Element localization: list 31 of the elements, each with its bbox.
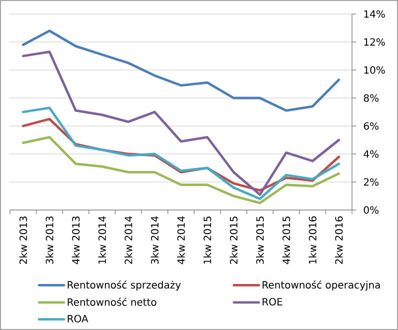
legend-label: Rentowność sprzedaży bbox=[68, 280, 181, 291]
x-tick-label: 4kw 2013 bbox=[72, 216, 80, 264]
legend-label: Rentowność netto bbox=[68, 298, 156, 306]
x-tick-label: 3kw 2013 bbox=[46, 216, 54, 264]
x-tick-label: 2kw 2015 bbox=[230, 216, 238, 264]
y-tick-label: 6% bbox=[364, 122, 379, 130]
y-tick-label: 2% bbox=[364, 178, 379, 186]
x-tick-label: 2kw 2016 bbox=[334, 216, 343, 264]
y-tick-label: 14% bbox=[364, 10, 385, 18]
line-series bbox=[22, 30, 340, 112]
y-tick-label: 8% bbox=[364, 94, 379, 102]
x-tick-label: 1kw 2015 bbox=[203, 216, 212, 264]
x-tick-label: 1kw 2016 bbox=[308, 216, 316, 264]
y-tick-label: 12% bbox=[364, 38, 385, 46]
legend-label: ROE bbox=[262, 298, 282, 306]
legend-label: ROA bbox=[68, 314, 88, 322]
x-tick-label: 1kw 2014 bbox=[98, 216, 106, 264]
y-tick-label: 4% bbox=[364, 150, 379, 158]
line-series bbox=[22, 118, 340, 192]
line-series bbox=[22, 106, 340, 200]
x-tick-label: 2kw 2013 bbox=[19, 216, 28, 264]
x-tick-label: 4kw 2015 bbox=[282, 216, 290, 264]
line-series bbox=[22, 50, 340, 196]
x-tick-label: 4kw 2014 bbox=[177, 216, 185, 264]
y-tick-label: 0% bbox=[364, 206, 379, 214]
x-tick-label: 2kw 2014 bbox=[124, 216, 132, 264]
x-tick-label: 3kw 2015 bbox=[256, 216, 264, 264]
y-tick-label: 10% bbox=[364, 66, 385, 74]
x-tick-label: 3kw 2014 bbox=[150, 216, 159, 264]
legend-label: Rentowność operacyjna bbox=[262, 280, 380, 291]
line-series bbox=[22, 136, 340, 204]
